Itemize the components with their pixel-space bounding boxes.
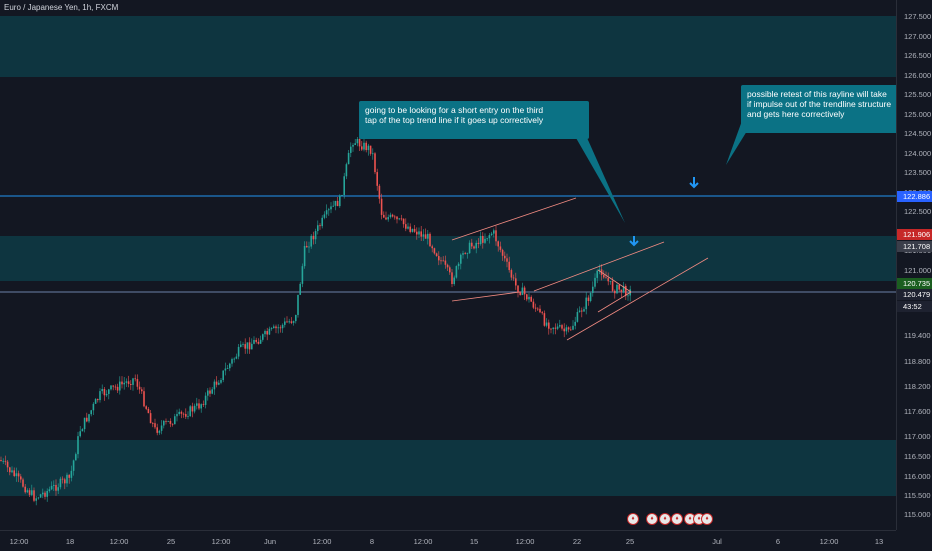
time-tick-label: 15 (469, 537, 479, 546)
time-tick-label: 12:00 (109, 537, 129, 546)
time-tick-label: 13 (874, 537, 884, 546)
time-tick-label: 25 (166, 537, 176, 546)
price-tick-label: 115.000 (904, 510, 931, 519)
trendline-channel1-bottom[interactable] (451, 291, 521, 302)
callout-rayline-retest[interactable]: possible retest of this rayline will tak… (741, 85, 908, 133)
price-tick-label: 115.500 (904, 491, 931, 500)
trendline-channel2-bottom[interactable] (566, 257, 709, 341)
time-axis[interactable]: 12:00 18 12:00 25 12:00 Jun 12:00 8 12:00 15 12:00… (0, 530, 896, 551)
price-tick-label: 125.500 (904, 90, 932, 99)
price-tick-label: 118.200 (904, 382, 931, 391)
price-tick-label: 122.500 (904, 207, 932, 216)
price-tick-label: 117.000 (904, 432, 931, 441)
price-tick-label: 116.500 (904, 452, 931, 461)
price-tag: 121.708 (897, 241, 932, 252)
price-tick-label: 119.400 (904, 331, 931, 340)
price-tick-label: 124.500 (904, 129, 932, 138)
time-tick-label: 6 (775, 537, 781, 546)
candlestick-series (0, 135, 631, 506)
price-tick-label: 117.600 (904, 407, 931, 416)
arrow-down-icon (689, 177, 699, 189)
callout-short-entry[interactable]: going to be looking for a short entry on… (359, 101, 589, 139)
price-tick-label: 124.000 (904, 149, 932, 158)
time-tick-label: 12:00 (312, 537, 332, 546)
price-axis[interactable]: 127.500 127.000 126.500 126.000 125.500 125.0… (896, 0, 932, 530)
price-tag: 122.886 (897, 191, 932, 202)
time-tick-label: 12:00 (819, 537, 839, 546)
time-tick-label: 8 (369, 537, 375, 546)
callout-1-pointer (572, 131, 625, 223)
zone-top[interactable] (0, 16, 896, 77)
event-icon-1[interactable]: ♦ (627, 513, 639, 525)
trendline-channel2-top[interactable] (533, 241, 665, 292)
trendline-channel1-top[interactable] (451, 197, 577, 241)
time-tick-label: 12:00 (515, 537, 535, 546)
price-tag: 121.906 (897, 229, 932, 240)
time-tick-label: 12:00 (413, 537, 433, 546)
price-tick-label: 118.800 (904, 357, 931, 366)
price-tick-label: 123.500 (904, 168, 932, 177)
time-tick-label: 12:00 (9, 537, 29, 546)
price-tick-label: 126.500 (904, 51, 932, 60)
zone-bottom[interactable] (0, 440, 896, 496)
time-tick-label: 18 (65, 537, 75, 546)
event-icon-2[interactable]: ♦ (646, 513, 658, 525)
time-tick-label: 22 (572, 537, 582, 546)
time-tick-label: 25 (625, 537, 635, 546)
trendline-wedge-lower[interactable] (597, 291, 632, 313)
zone-middle[interactable] (0, 236, 896, 281)
event-icon-3[interactable]: ♦ (659, 513, 671, 525)
price-tag: 43:52 (897, 301, 932, 312)
time-tick-label: Jul (712, 537, 722, 546)
time-tick-label: Jun (263, 537, 277, 546)
event-icon-4[interactable]: ♦ (671, 513, 683, 525)
price-tick-label: 126.000 (904, 71, 932, 80)
symbol-title: Euro / Japanese Yen, 1h, FXCM (4, 3, 119, 12)
price-tick-label: 116.000 (904, 472, 931, 481)
chart-canvas[interactable] (0, 0, 896, 530)
trendline-wedge-upper[interactable] (597, 269, 632, 293)
time-tick-label: 12:00 (211, 537, 231, 546)
price-tag: 120.735 (897, 278, 932, 289)
price-tick-label: 121.000 (904, 266, 932, 275)
price-tick-label: 127.500 (904, 12, 932, 21)
price-tick-label: 125.000 (904, 110, 932, 119)
arrow-down-icon (629, 236, 639, 247)
price-tick-label: 127.000 (904, 32, 932, 41)
event-icon-7[interactable]: ♦ (701, 513, 713, 525)
price-tag: 120.479 (897, 289, 932, 300)
